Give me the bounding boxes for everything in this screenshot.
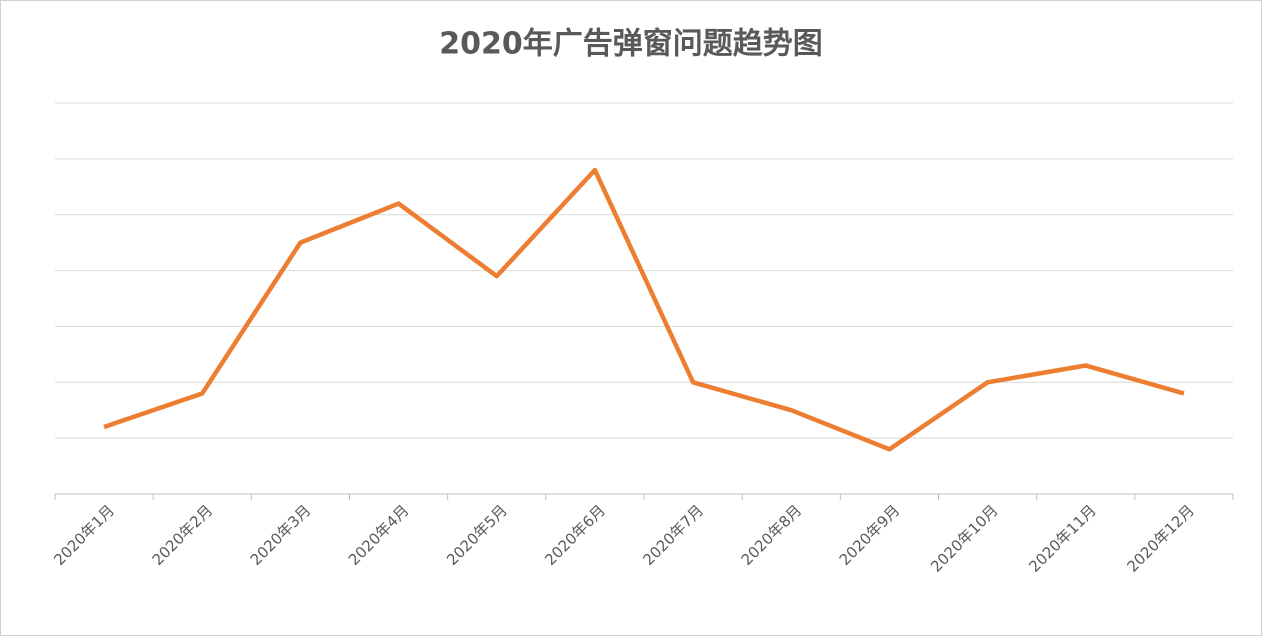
data-line <box>103 167 1185 452</box>
chart-title: 2020年广告弹窗问题趋势图 <box>439 27 823 62</box>
